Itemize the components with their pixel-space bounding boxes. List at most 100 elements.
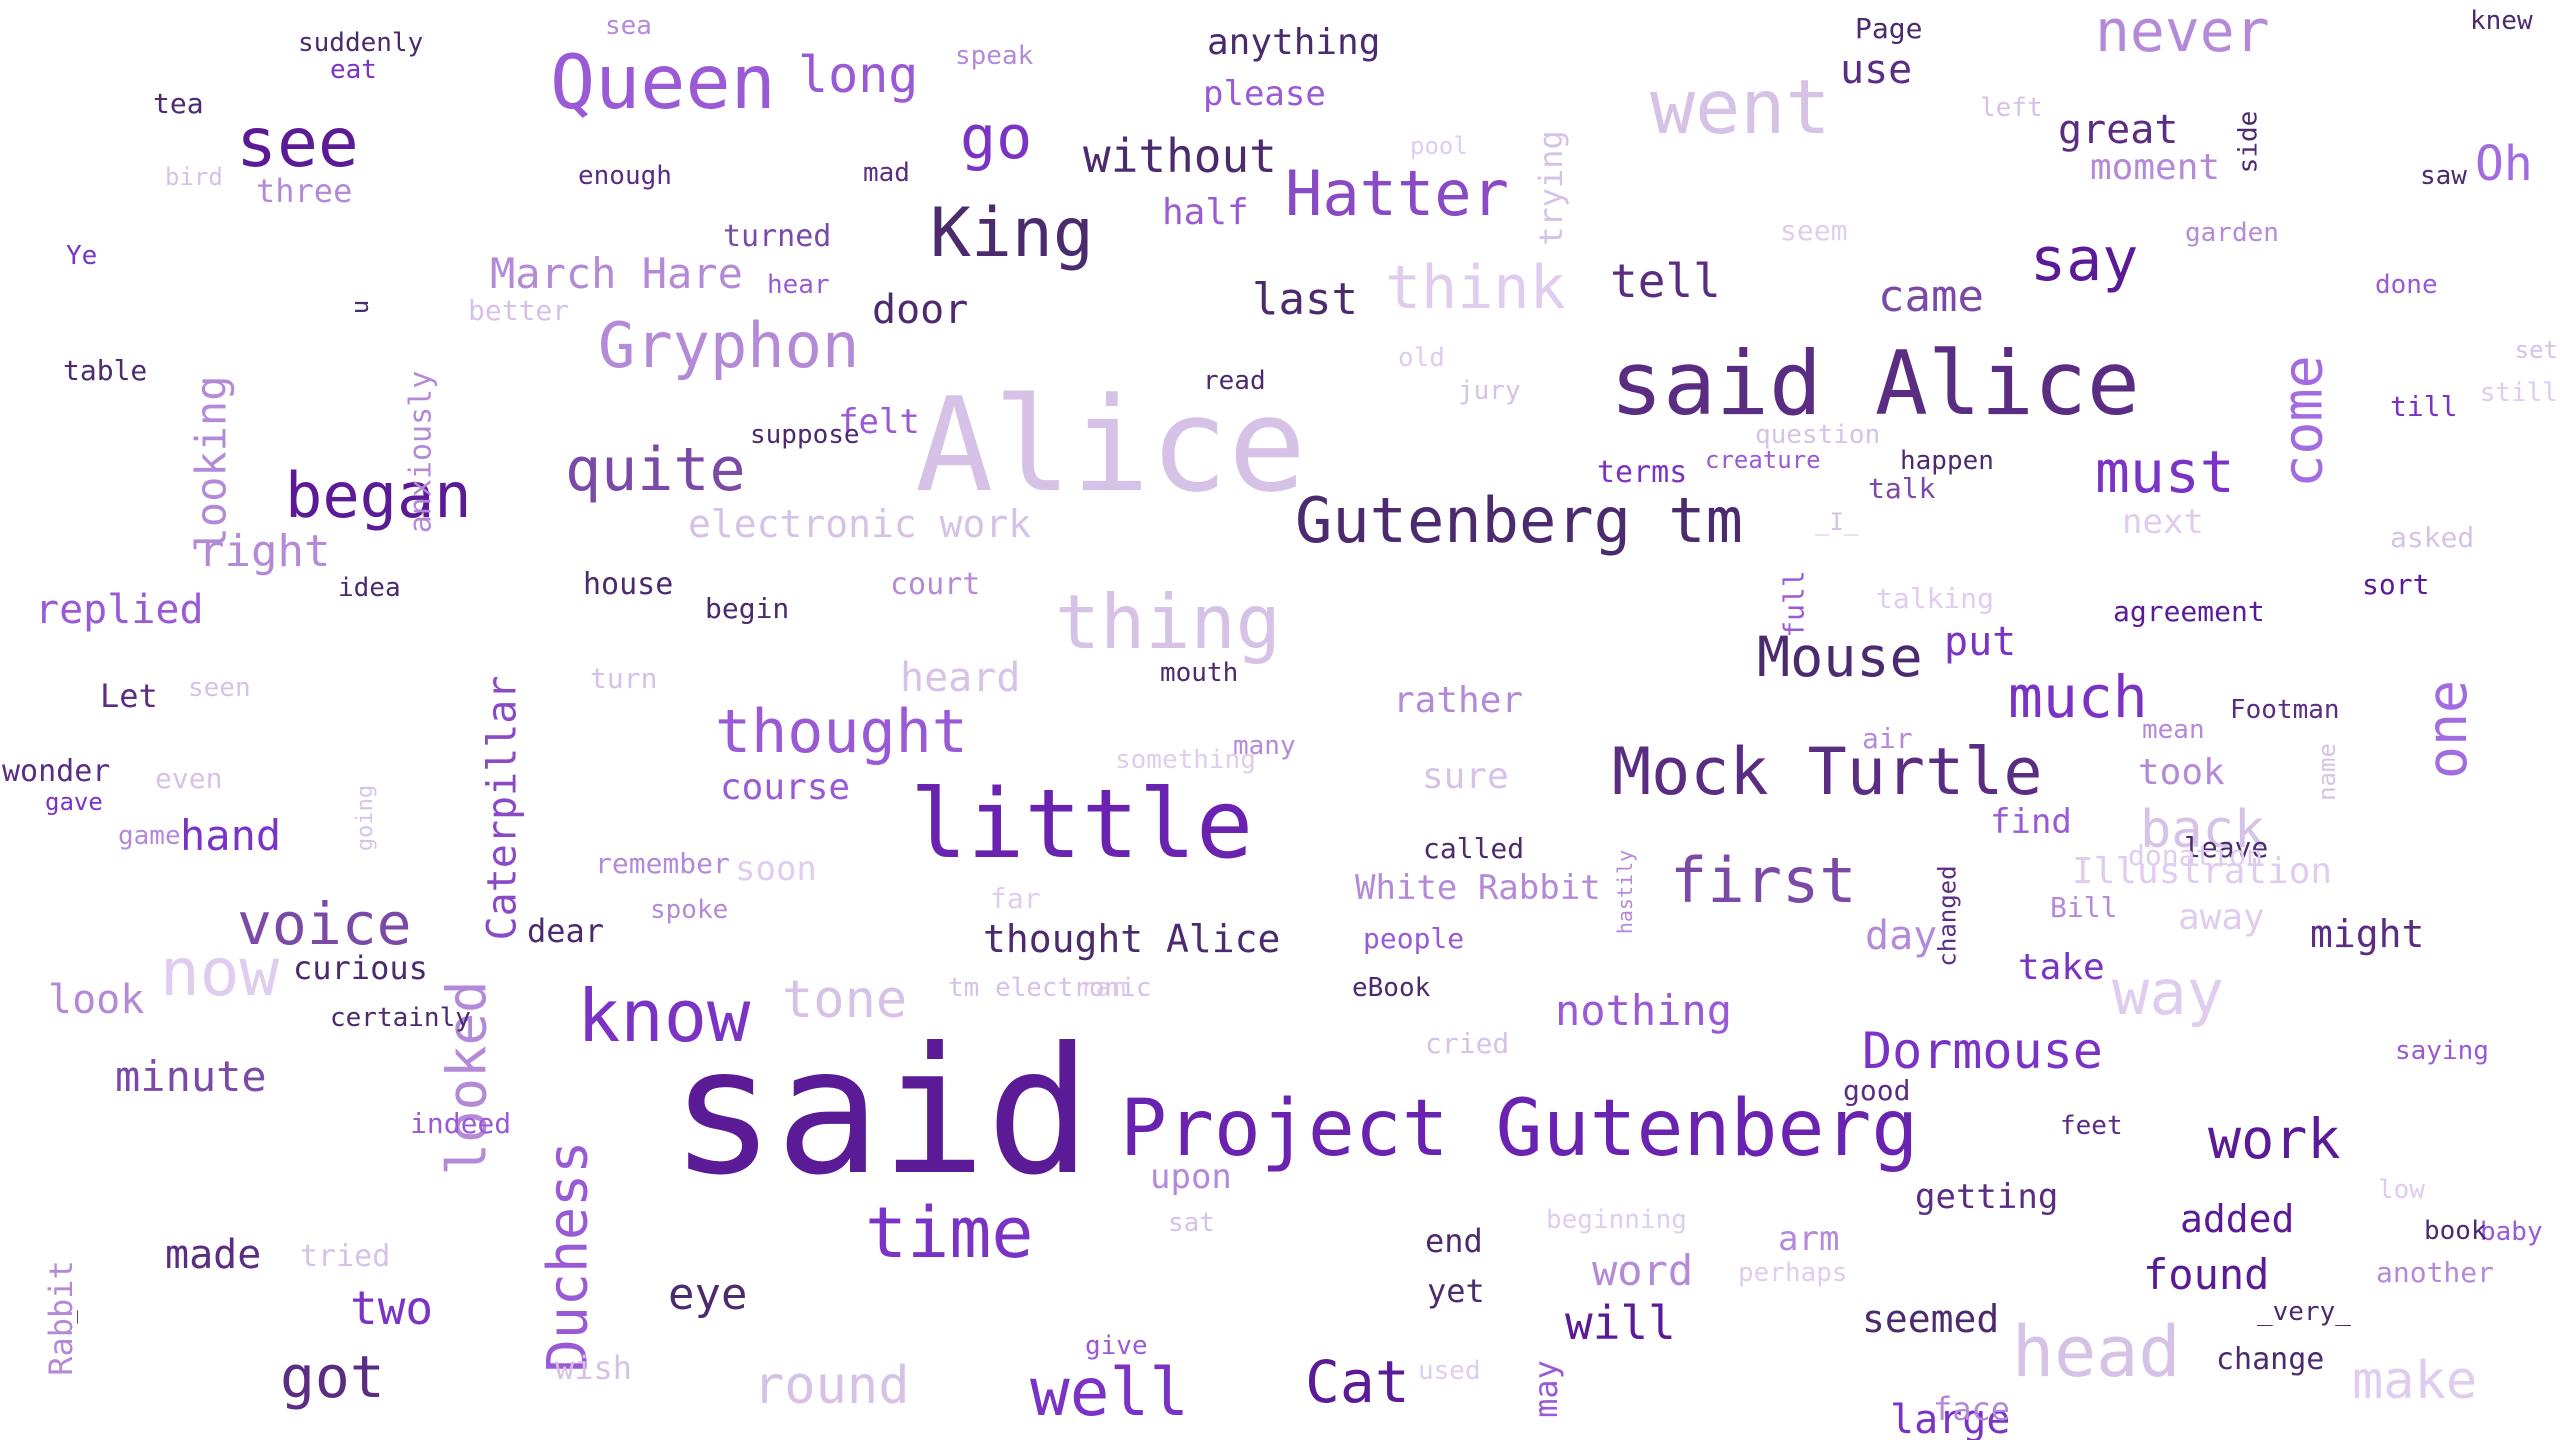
word-beginning: beginning	[1546, 1205, 1687, 1235]
word-ye: Ye	[66, 241, 98, 271]
word-better: better	[468, 294, 570, 327]
word-hand: hand	[180, 811, 282, 860]
word-next: next	[2122, 502, 2204, 542]
word-another: another	[2376, 1256, 2495, 1289]
word-bird: bird	[165, 163, 223, 191]
word-tea: tea	[153, 87, 204, 120]
word-little: little	[910, 770, 1254, 880]
word-many: many	[1233, 731, 1296, 761]
word-much: much	[2008, 663, 2148, 731]
word-dormouse: Dormouse	[1862, 1022, 2103, 1080]
word-end: end	[1425, 1222, 1483, 1260]
word-tm-electronic: tm electronic	[948, 973, 1152, 1003]
word-got: got	[280, 1343, 385, 1411]
word-read: read	[1203, 366, 1266, 396]
word-seem: seem	[1780, 214, 1848, 247]
word-anything: anything	[1207, 22, 1381, 63]
word-arm: arm	[1778, 1219, 1840, 1259]
word-wonder: wonder	[2, 754, 111, 789]
word-even: even	[155, 762, 223, 795]
word-mouse: Mouse	[1757, 625, 1923, 689]
word-going: going	[353, 784, 379, 852]
word-feet: feet	[2060, 1111, 2123, 1141]
word-donation: donation	[2128, 839, 2263, 872]
word-know: know	[577, 974, 751, 1058]
word-left: left	[1980, 93, 2043, 123]
word-went: went	[1650, 63, 1831, 151]
word-till: till	[2390, 390, 2458, 423]
word-dear: dear	[527, 912, 605, 950]
word-gryphon: Gryphon	[598, 309, 860, 382]
word-cried: cried	[1425, 1027, 1510, 1060]
word-low: low	[2378, 1175, 2425, 1205]
word-side: side	[2232, 110, 2263, 173]
word-knew: knew	[2470, 6, 2533, 36]
word-asked: asked	[2390, 521, 2475, 554]
word-door: door	[872, 287, 969, 333]
word-seemed: seemed	[1862, 1297, 2000, 1341]
word-now: now	[160, 934, 280, 1011]
word-agreement: agreement	[2113, 595, 2265, 628]
word-replied: replied	[35, 587, 204, 633]
word-garden: garden	[2185, 218, 2279, 248]
word-large: large	[1890, 1397, 2011, 1440]
word-leave: leave	[2184, 831, 2269, 864]
word-turn: turn	[590, 662, 658, 695]
word-gave: gave	[45, 788, 103, 816]
word-tell: tell	[1610, 254, 1721, 308]
word-well: well	[1030, 1354, 1189, 1431]
word-creature: creature	[1705, 446, 1821, 474]
word-give: give	[1085, 1331, 1148, 1361]
word-project-gutenberg: Project Gutenberg	[1120, 1084, 1919, 1174]
word-ebook: eBook	[1352, 973, 1431, 1003]
word-let: Let	[100, 677, 158, 715]
word-sure: sure	[1422, 756, 1509, 797]
word-may: may	[1526, 1360, 1565, 1418]
word-certainly: certainly	[330, 1003, 471, 1033]
word-talk: talk	[1868, 472, 1936, 505]
word-say: say	[2030, 225, 2139, 295]
word-added: added	[2180, 1197, 2295, 1241]
word-first: first	[1670, 844, 1857, 917]
word-take: take	[2018, 947, 2105, 988]
word-three: three	[256, 172, 353, 210]
word-long: long	[798, 46, 919, 104]
word-name: name	[2312, 743, 2341, 801]
word-anxiously: anxiously	[402, 370, 438, 533]
word-sea: sea	[605, 11, 652, 41]
word-use: use	[1840, 47, 1913, 93]
word-remember: remember	[595, 847, 730, 880]
word-used: used	[1418, 1356, 1481, 1386]
word-illustration: Illustration	[2072, 851, 2333, 892]
word-began: began	[285, 459, 472, 532]
word-very: _very_	[2257, 1297, 2351, 1327]
word-court: court	[890, 567, 981, 602]
word-great: great	[2058, 107, 2179, 153]
word-took: took	[2138, 752, 2225, 793]
word-gutenberg-tm: Gutenberg tm	[1295, 484, 1743, 557]
word-underscore: _	[53, 1309, 79, 1324]
word-game: game	[118, 821, 181, 851]
word-house: house	[583, 567, 674, 602]
word-soon: soon	[735, 849, 817, 889]
word-good: good	[1843, 1074, 1911, 1107]
word-come: come	[2270, 354, 2335, 488]
word-without: without	[1083, 129, 1277, 183]
word-people: people	[1363, 922, 1465, 955]
word-will: will	[1565, 1296, 1676, 1350]
word-something: something	[1115, 745, 1256, 775]
word-thought: thought	[715, 697, 968, 767]
word-suppose: suppose	[750, 420, 860, 450]
word-way: way	[2112, 956, 2224, 1029]
word-voice: voice	[237, 890, 412, 958]
word-tried: tried	[300, 1239, 391, 1274]
word-u: u	[346, 299, 375, 315]
word-hatter: Hatter	[1285, 157, 1509, 230]
word-i: _I_	[1815, 508, 1859, 536]
word-indeed: indeed	[410, 1107, 512, 1140]
word-pool: pool	[1410, 132, 1468, 160]
word-begin: begin	[705, 592, 790, 625]
word-full: full	[1777, 569, 1811, 638]
word-rather: rather	[1393, 680, 1524, 721]
